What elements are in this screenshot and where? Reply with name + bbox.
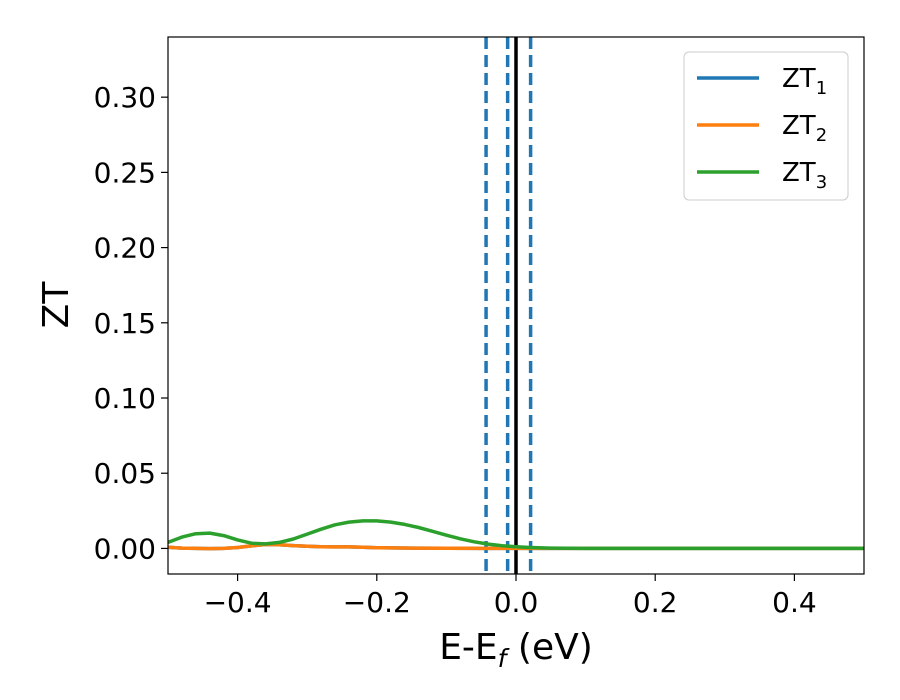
y-tick-label: 0.20 [94, 232, 156, 265]
legend-label-zt2: ZT2 [782, 111, 827, 146]
legend-box [683, 51, 849, 201]
legend-label-zt3: ZT3 [782, 158, 827, 193]
legend-label-zt1: ZT1 [782, 64, 827, 99]
x-axis-label: E-Ef (eV) [439, 627, 593, 673]
y-axis-ticks: 0.00 0.05 0.10 0.15 0.20 0.25 0.30 [94, 81, 168, 565]
legend: ZT1 ZT2 ZT3 [683, 51, 849, 201]
reference-lines [484, 37, 533, 574]
series-line-zt3 [168, 519, 864, 551]
x-axis-ticks: −0.4 −0.2 0.0 0.2 0.4 [204, 574, 817, 619]
x-tick-label: 0.4 [772, 586, 817, 619]
y-tick-label: 0.30 [94, 81, 156, 114]
x-tick-label: −0.2 [343, 586, 411, 619]
series-lines [168, 519, 864, 551]
x-tick-label: −0.4 [204, 586, 272, 619]
y-axis-label: ZT [36, 281, 77, 329]
x-tick-label: 0.0 [494, 586, 539, 619]
y-tick-label: 0.00 [94, 532, 156, 565]
y-tick-label: 0.25 [94, 156, 156, 189]
y-tick-label: 0.05 [94, 457, 156, 490]
y-tick-label: 0.10 [94, 382, 156, 415]
y-tick-label: 0.15 [94, 307, 156, 340]
x-tick-label: 0.2 [633, 586, 678, 619]
